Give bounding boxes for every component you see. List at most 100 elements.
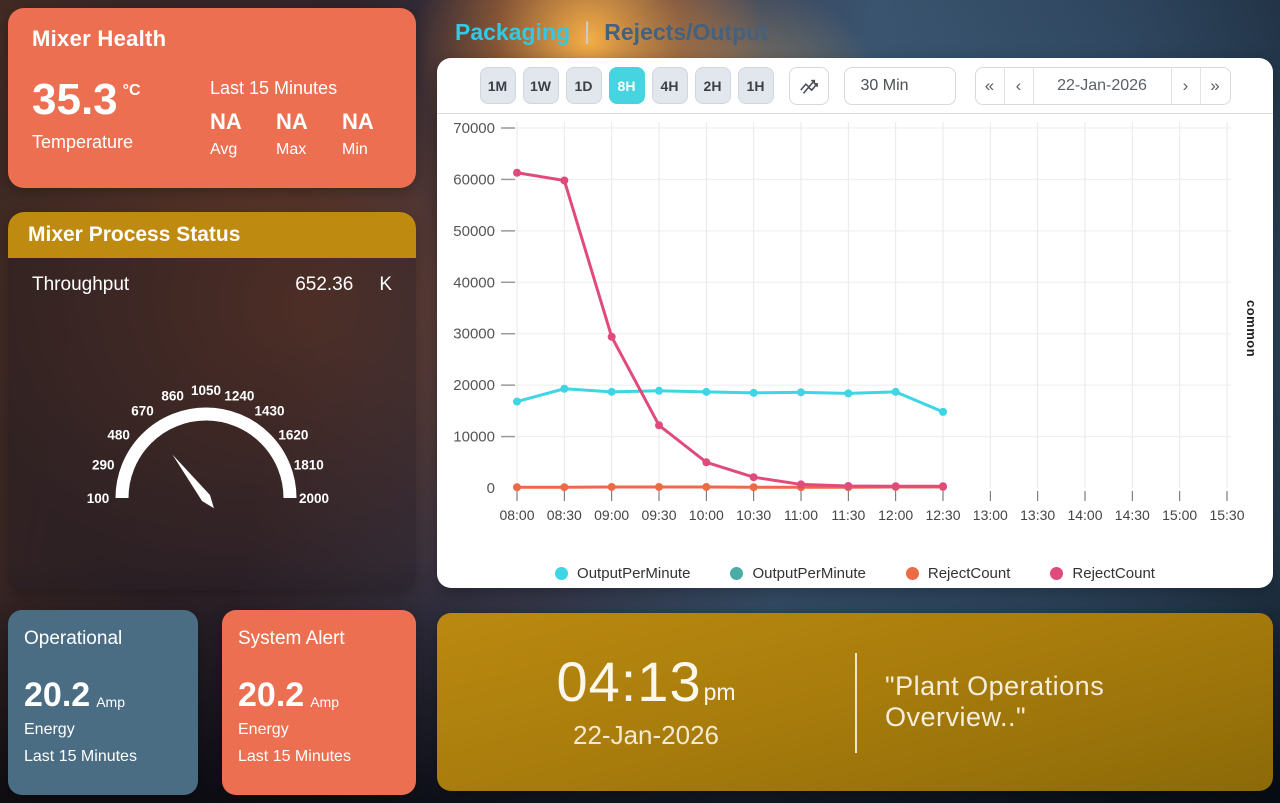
operational-title: Operational [24,628,123,649]
svg-text:15:00: 15:00 [1162,507,1197,523]
range-button-1d[interactable]: 1D [565,67,602,104]
throughput-row: Throughput 652.36 K [8,274,416,296]
temperature-value: 35.3 [32,75,118,124]
svg-text:11:00: 11:00 [784,507,818,523]
svg-text:60000: 60000 [453,171,495,188]
legend-item-1[interactable]: OutputPerMinute [730,565,866,582]
svg-text:10000: 10000 [453,429,495,446]
system-alert-window: Last 15 Minutes [238,748,351,765]
multi-trend-button[interactable] [788,66,829,105]
svg-text:30000: 30000 [453,326,495,343]
legend-dot-3 [1050,567,1064,580]
stat-avg: NA Avg [210,109,242,158]
operational-window: Last 15 Minutes [24,748,137,765]
date-navigator: « ‹ 22-Jan-2026 › » [974,66,1231,105]
date-value[interactable]: 22-Jan-2026 [1034,67,1172,104]
right-axis-label: common [1244,300,1259,358]
svg-text:70000: 70000 [453,120,495,137]
interval-select[interactable]: 30 Min [843,66,956,105]
clock-block: 04:13 pm 22-Jan-2026 [437,613,855,791]
view-tabs: Packaging | Rejects/Output [455,18,768,46]
svg-text:0: 0 [487,480,495,497]
throughput-value: 652.36 [295,274,354,295]
system-alert-value: 20.2 [238,676,305,714]
line-chart: 0 10000 20000 30000 40000 50000 60000 70000 08:0… [453,120,1244,523]
svg-text:10:30: 10:30 [736,507,771,523]
operational-value: 20.2 [24,676,91,714]
svg-text:290: 290 [92,458,115,473]
legend-label-3: RejectCount [1072,565,1155,582]
legend-dot-1 [730,567,744,580]
temperature-unit: °C [122,82,141,99]
svg-text:13:30: 13:30 [1020,507,1055,523]
window-label: Last 15 Minutes [210,78,338,98]
mixer-health-card: Mixer Health 35.3 °C Temperature Last 15… [8,8,416,188]
throughput-label: Throughput [32,274,130,295]
range-button-1m[interactable]: 1M [479,67,516,104]
range-button-8h[interactable]: 8H [608,67,645,104]
stat-min: NA Min [342,109,374,158]
range-button-1w[interactable]: 1W [522,67,559,104]
date-first-button[interactable]: « [976,67,1005,104]
operational-unit: Amp [96,694,125,710]
mixer-process-status-card: Mixer Process Status Throughput 652.36 K… [8,212,416,590]
svg-text:14:00: 14:00 [1067,507,1102,523]
svg-text:11:30: 11:30 [831,507,865,523]
legend-item-2[interactable]: RejectCount [905,565,1011,582]
legend-label-1: OutputPerMinute [752,565,866,582]
svg-text:12:30: 12:30 [925,507,960,523]
multi-trend-icon [799,79,818,94]
legend-item-0[interactable]: OutputPerMinute [555,565,690,582]
operational-card: Operational 20.2 Amp Energy Last 15 Minu… [8,610,198,795]
svg-text:09:30: 09:30 [641,507,676,523]
footer-quote: "Plant Operations Overview.." [885,671,1105,732]
svg-text:09:00: 09:00 [594,507,629,523]
svg-text:1050: 1050 [191,383,221,398]
range-button-2h[interactable]: 2H [694,67,731,104]
clock-date: 22-Jan-2026 [573,719,719,750]
legend-label-2: RejectCount [927,565,1011,582]
legend-dot-0 [555,567,569,580]
svg-text:20000: 20000 [453,377,495,394]
throughput-unit: K [379,274,392,295]
legend-label-0: OutputPerMinute [577,565,691,582]
tab-rejects-output[interactable]: Rejects/Output [604,18,768,45]
clock-meridiem: pm [703,678,736,705]
svg-text:13:00: 13:00 [973,507,1008,523]
mixer-health-title: Mixer Health [32,26,167,51]
system-alert-card: System Alert 20.2 Amp Energy Last 15 Min… [222,610,416,795]
system-alert-unit: Amp [310,694,339,710]
date-prev-button[interactable]: ‹ [1005,67,1034,104]
svg-text:10:00: 10:00 [689,507,724,523]
range-buttons: 1M 1W 1D 8H 4H 2H 1H [479,67,774,104]
system-alert-title: System Alert [238,628,345,649]
date-next-button[interactable]: › [1172,67,1201,104]
svg-text:1240: 1240 [224,388,254,403]
svg-text:480: 480 [107,428,130,443]
range-button-4h[interactable]: 4H [651,67,688,104]
footer-divider [855,653,857,753]
process-status-header: Mixer Process Status [8,212,416,258]
svg-text:860: 860 [161,388,184,403]
legend-item-3[interactable]: RejectCount [1050,565,1155,582]
range-button-1h[interactable]: 1H [737,67,774,104]
temperature-label: Temperature [32,132,134,152]
tab-packaging[interactable]: Packaging [455,18,571,45]
svg-text:2000: 2000 [299,491,329,506]
date-last-button[interactable]: » [1210,75,1220,95]
svg-text:1620: 1620 [278,428,308,443]
chart-toolbar: 1M 1W 1D 8H 4H 2H 1H 30 Min « ‹ 22-Jan-2026 › … [437,58,1273,114]
legend-dot-2 [905,567,919,580]
svg-text:15:30: 15:30 [1209,507,1244,523]
chart-panel: 1M 1W 1D 8H 4H 2H 1H 30 Min « ‹ 22-Jan-2026 › … [437,58,1273,588]
footer-bar: 04:13 pm 22-Jan-2026 "Plant Operations O… [437,613,1273,791]
tab-divider: | [584,18,591,45]
chart-legend: OutputPerMinute OutputPerMinute RejectCoun… [437,565,1273,582]
stat-max: NA Max [276,109,308,158]
svg-text:08:00: 08:00 [499,507,534,523]
svg-text:12:00: 12:00 [878,507,913,523]
svg-text:100: 100 [87,491,110,506]
svg-text:1430: 1430 [254,404,284,419]
operational-metric: Energy [24,721,75,738]
